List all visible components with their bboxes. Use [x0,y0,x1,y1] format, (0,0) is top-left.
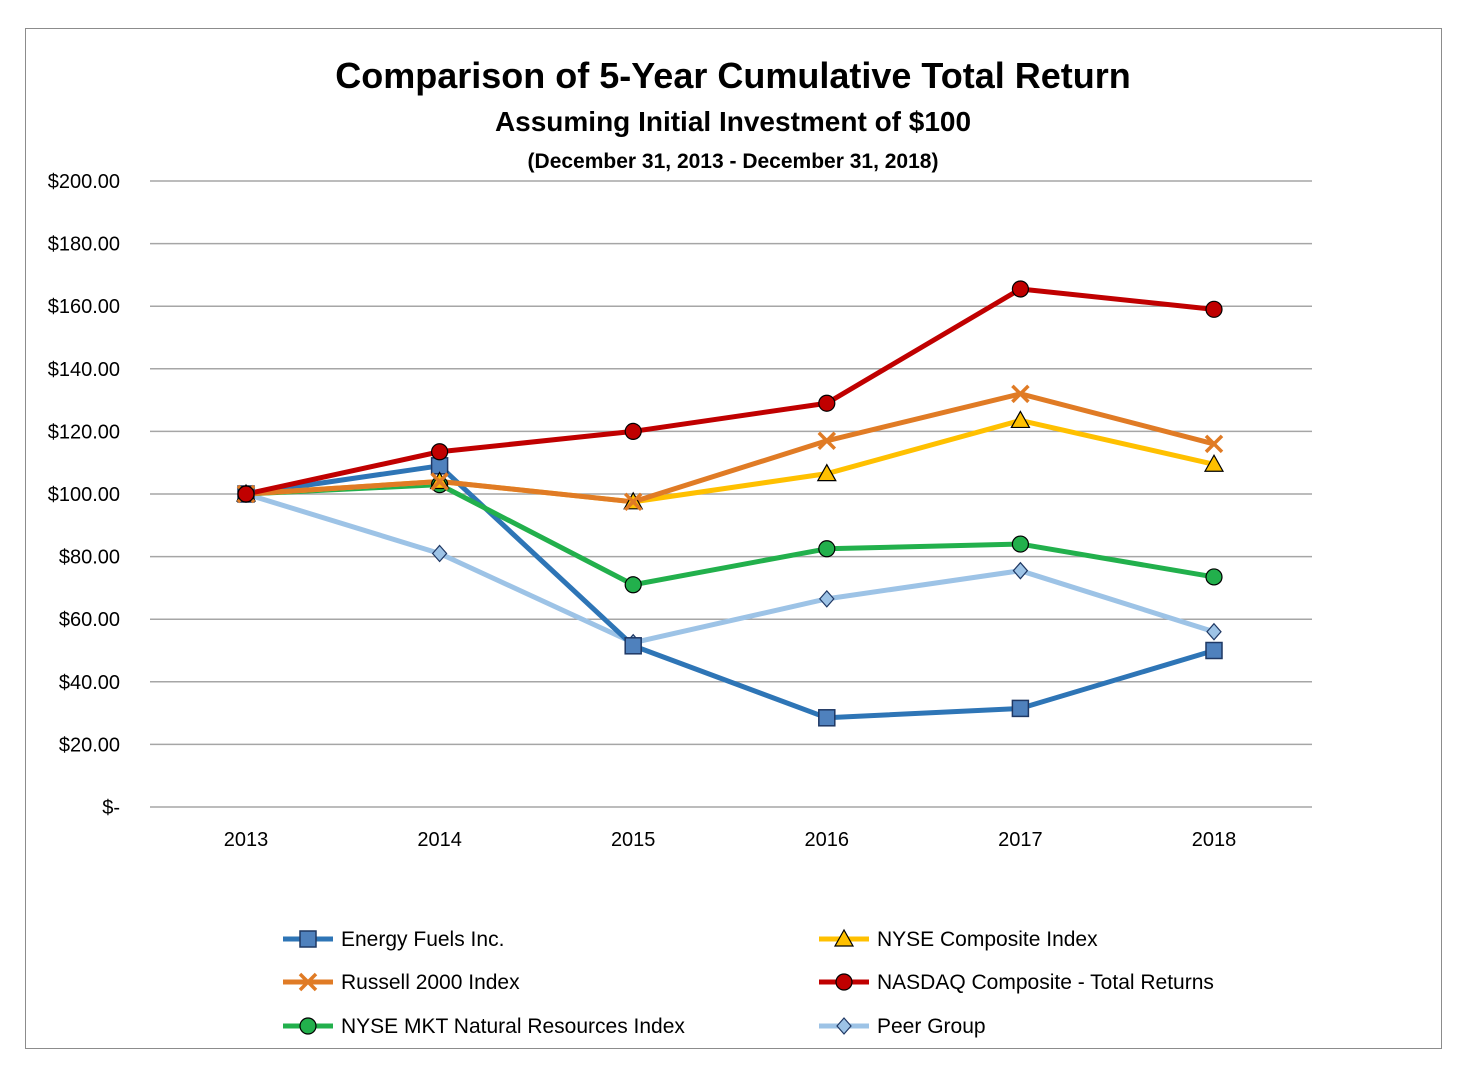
data-point-energy-fuels-inc [818,709,836,727]
y-tick-label: $120.00 [48,421,120,443]
legend-marker [299,930,317,948]
legend-label: NYSE MKT Natural Resources Index [341,1015,685,1038]
y-tick-label: $- [102,797,120,819]
legend-item-energy-fuels-inc: Energy Fuels Inc. [283,928,504,951]
y-tick-label: $80.00 [59,547,120,569]
chart-date-range: (December 31, 2013 - December 31, 2018) [528,150,939,173]
legend-item-nyse-mkt-natural-resources-index: NYSE MKT Natural Resources Index [283,1015,685,1038]
chart-title: Comparison of 5-Year Cumulative Total Re… [335,55,1130,96]
data-point-nyse-mkt-natural-resources-index [624,576,642,594]
x-tick-label: 2016 [805,829,850,851]
legend-item-peer-group: Peer Group [819,1015,986,1038]
data-point-russell-2000-index [430,472,449,491]
data-point-russell-2000-index [1011,384,1030,404]
data-point-russell-2000-index [1204,434,1224,454]
x-axis: 2013 2014 2015 2016 2017 2018 [224,829,1237,851]
chart-frame [25,28,1442,1049]
series-lines [243,286,1217,721]
data-point-nyse-mkt-natural-resources-index [1205,568,1223,586]
x-tick-label: 2017 [998,829,1043,851]
legend-label: NYSE Composite Index [877,928,1098,951]
legend: Energy Fuels Inc. NYSE Composite Index Rus… [283,928,1214,1038]
data-point-energy-fuels-inc [1205,641,1223,660]
series-line-peer-group [243,491,1217,646]
data-point-peer-group [431,544,448,563]
y-tick-label: $200.00 [48,171,120,193]
data-point-nyse-composite-index [1203,454,1225,472]
series-line-nasdaq-composite-total-returns [243,286,1217,497]
data-point-russell-2000-index [817,431,837,451]
y-tick-label: $100.00 [48,484,120,506]
data-point-nasdaq-composite-total-returns [818,394,836,412]
series-line-nyse-mkt-natural-resources-index [243,482,1217,588]
y-tick-label: $140.00 [48,359,120,381]
legend-item-nasdaq-composite-total-returns: NASDAQ Composite - Total Returns [819,971,1214,994]
x-tick-label: 2014 [417,829,462,851]
legend-marker [836,1017,852,1035]
data-point-nasdaq-composite-total-returns [1205,300,1223,318]
legend-label: Russell 2000 Index [341,971,520,994]
series-markers [235,280,1225,727]
data-point-nyse-composite-index [1010,410,1031,429]
data-point-nasdaq-composite-total-returns [1011,280,1030,298]
legend-item-russell-2000-index: Russell 2000 Index [283,971,520,994]
legend-label: NASDAQ Composite - Total Returns [877,971,1214,994]
data-point-energy-fuels-inc [1011,699,1030,718]
x-tick-label: 2015 [611,829,656,851]
y-tick-label: $60.00 [59,609,120,631]
data-point-nasdaq-composite-total-returns [624,422,642,440]
data-point-nyse-composite-index [816,463,837,482]
y-tick-label: $20.00 [59,734,120,756]
data-point-russell-2000-index [623,492,643,512]
data-point-nyse-mkt-natural-resources-index [818,540,836,558]
legend-marker [833,928,855,947]
y-tick-label: $180.00 [48,234,120,256]
data-point-nasdaq-composite-total-returns [237,485,255,503]
y-tick-label: $40.00 [59,672,120,694]
legend-marker [298,972,318,992]
series-line-energy-fuels-inc [243,463,1217,721]
y-axis: $- $20.00 $40.00 $60.00 $80.00 $100.00 $120.00… [48,171,120,819]
x-tick-label: 2013 [224,829,269,851]
data-point-peer-group [1206,622,1222,641]
legend-item-nyse-composite-index: NYSE Composite Index [819,928,1098,951]
legend-marker [835,973,853,991]
gridlines [150,180,1312,808]
data-point-nasdaq-composite-total-returns [431,443,449,461]
legend-label: Energy Fuels Inc. [341,928,504,951]
data-point-peer-group [1012,561,1029,580]
chart-subtitle: Assuming Initial Investment of $100 [495,106,971,137]
x-tick-label: 2018 [1192,829,1237,851]
series-line-russell-2000-index [243,391,1217,505]
y-tick-label: $160.00 [48,296,120,318]
legend-marker [299,1017,317,1035]
data-point-nyse-mkt-natural-resources-index [1011,535,1030,553]
data-point-peer-group [819,589,835,608]
legend-label: Peer Group [877,1015,986,1038]
data-point-energy-fuels-inc [624,637,642,655]
